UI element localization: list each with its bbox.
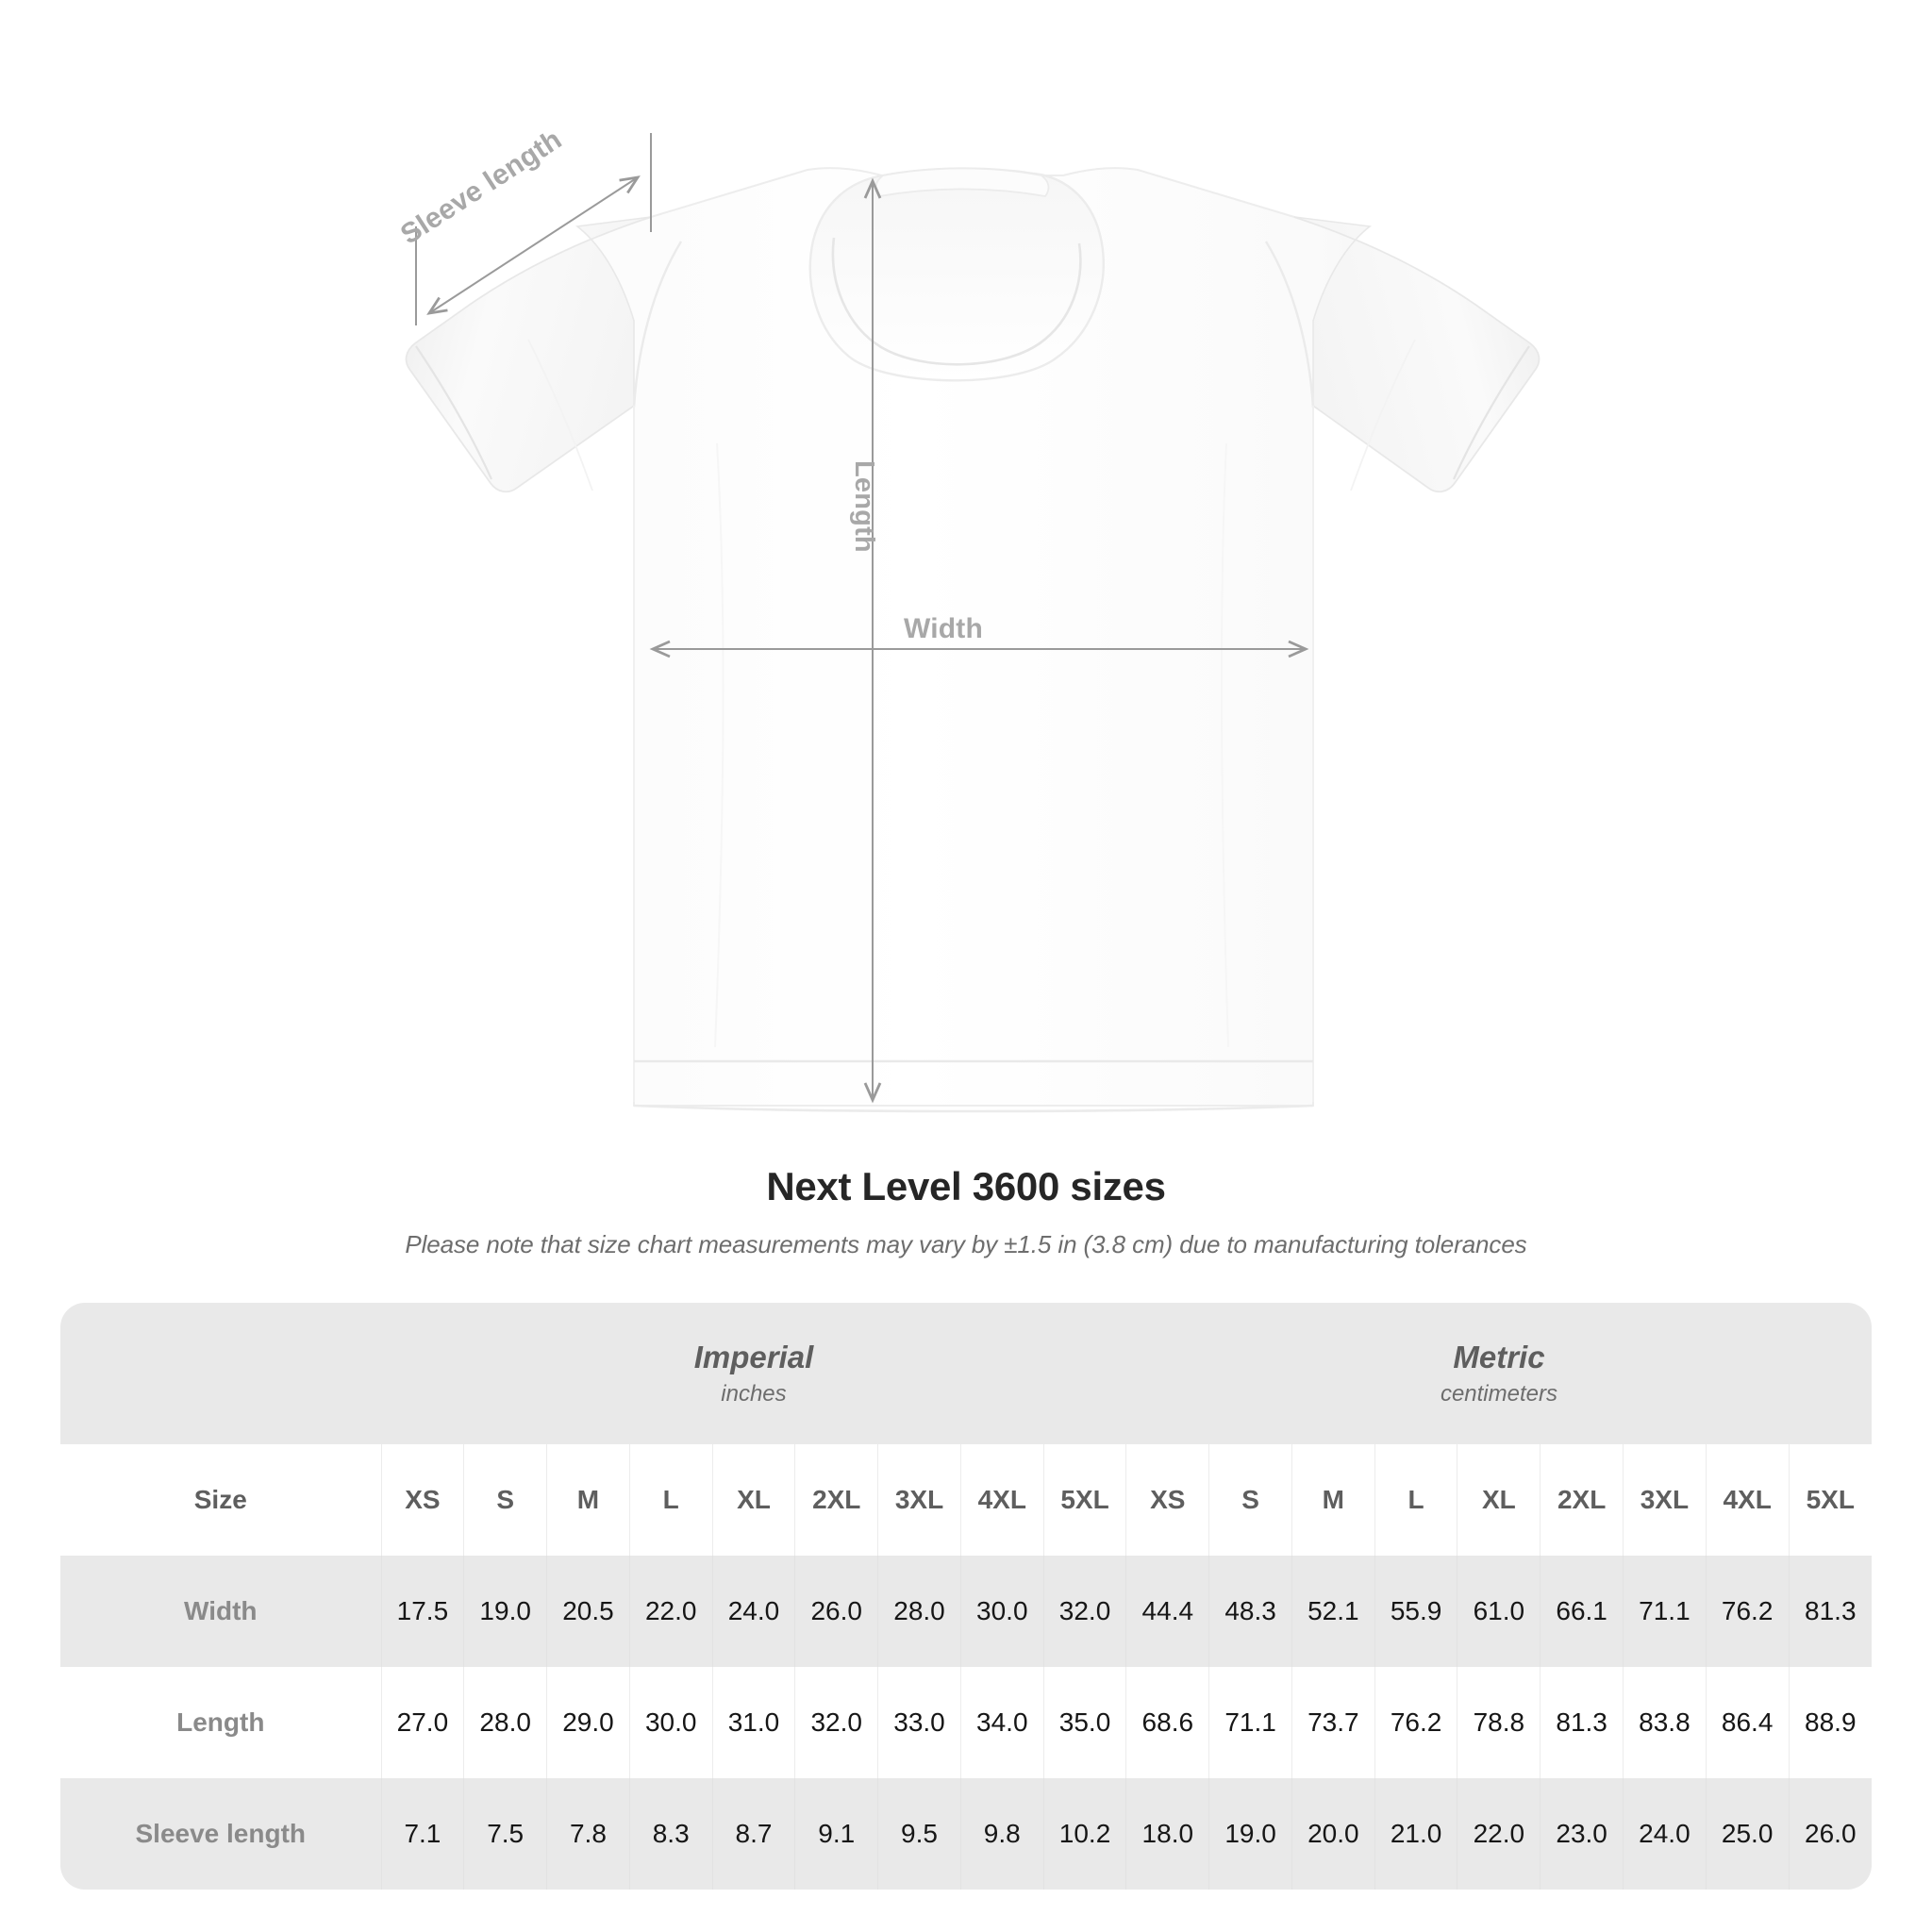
size-column-header[interactable]: XL	[711, 1444, 795, 1556]
measurement-value: 7.5	[463, 1778, 547, 1890]
size-column-header[interactable]: S	[463, 1444, 547, 1556]
measurement-value: 55.9	[1374, 1556, 1457, 1667]
measurement-value: 32.0	[794, 1667, 878, 1778]
unit-group-imperial: Imperial inches	[381, 1303, 1126, 1444]
size-column-header[interactable]: M	[1291, 1444, 1375, 1556]
page-subtitle: Please note that size chart measurements…	[405, 1230, 1527, 1258]
table-row: Sleeve length 7.1 7.5 7.8 8.3 8.7 9.1 9.5 9.8 10.…	[60, 1778, 1872, 1890]
size-header-row: Size XS S M L XL 2XL 3XL 4XL 5XL XS S M L XL 2XL 3XL 4XL 5…	[60, 1444, 1872, 1556]
table-row: Width 17.5 19.0 20.5 22.0 24.0 26.0 28.0 30.0 32.…	[60, 1556, 1872, 1667]
sleeve-length-dimension	[415, 133, 652, 325]
size-column-header[interactable]: S	[1208, 1444, 1292, 1556]
measurement-value: 23.0	[1540, 1778, 1624, 1890]
shirt-body-shape	[405, 167, 1541, 1113]
measurement-value: 76.2	[1374, 1667, 1457, 1778]
unit-group-name: Imperial	[693, 1340, 814, 1375]
measurement-value: 81.3	[1540, 1667, 1624, 1778]
measurement-row-label: Sleeve length	[60, 1778, 382, 1890]
measurement-value: 20.0	[1291, 1778, 1375, 1890]
size-column-header[interactable]: L	[628, 1444, 713, 1556]
width-label: Width	[904, 613, 984, 644]
measurement-value: 9.8	[959, 1778, 1044, 1890]
measurement-value: 28.0	[877, 1556, 961, 1667]
unit-row-spacer	[60, 1303, 382, 1444]
measurement-value: 83.8	[1623, 1667, 1707, 1778]
size-column-header[interactable]: 2XL	[1540, 1444, 1624, 1556]
measurement-value: 48.3	[1208, 1556, 1292, 1667]
unit-group-sub: inches	[721, 1380, 787, 1407]
measurement-value: 71.1	[1623, 1556, 1707, 1667]
measurement-value: 61.0	[1457, 1556, 1541, 1667]
measurement-value: 27.0	[380, 1667, 464, 1778]
size-column-header[interactable]: M	[546, 1444, 630, 1556]
size-chart-table-wrap: Imperial inches Metric centimeters Size XS S M L…	[60, 1303, 1872, 1890]
measurement-value: 21.0	[1374, 1778, 1457, 1890]
measurement-value: 20.5	[546, 1556, 630, 1667]
measurement-value: 71.1	[1208, 1667, 1292, 1778]
measurement-value: 31.0	[711, 1667, 795, 1778]
measurement-value: 52.1	[1291, 1556, 1375, 1667]
measurement-value: 88.9	[1788, 1667, 1872, 1778]
measurement-value: 28.0	[463, 1667, 547, 1778]
size-header-label: Size	[60, 1444, 382, 1556]
measurement-value: 30.0	[959, 1556, 1044, 1667]
title-block: Next Level 3600 sizes Please note that s…	[0, 1164, 1932, 1259]
measurement-value: 73.7	[1291, 1667, 1375, 1778]
size-column-header[interactable]: 3XL	[1623, 1444, 1707, 1556]
measurement-row-label: Length	[60, 1667, 382, 1778]
unit-group-row: Imperial inches Metric centimeters	[60, 1303, 1872, 1444]
measurement-value: 44.4	[1125, 1556, 1209, 1667]
measurement-value: 33.0	[877, 1667, 961, 1778]
measurement-value: 19.0	[1208, 1778, 1292, 1890]
size-column-header[interactable]: 5XL	[1788, 1444, 1872, 1556]
measurement-value: 78.8	[1457, 1667, 1541, 1778]
measurement-value: 8.3	[628, 1778, 713, 1890]
measurement-value: 35.0	[1042, 1667, 1126, 1778]
measurement-value: 8.7	[711, 1778, 795, 1890]
size-column-header[interactable]: XS	[1125, 1444, 1209, 1556]
size-chart-table: Imperial inches Metric centimeters Size XS S M L…	[60, 1303, 1872, 1890]
length-label: Length	[849, 460, 879, 553]
measurement-value: 18.0	[1125, 1778, 1209, 1890]
size-column-header[interactable]: 2XL	[794, 1444, 878, 1556]
measurement-value: 34.0	[959, 1667, 1044, 1778]
measurement-value: 29.0	[546, 1667, 630, 1778]
measurement-value: 86.4	[1705, 1667, 1790, 1778]
measurement-value: 30.0	[628, 1667, 713, 1778]
unit-group-sub: centimeters	[1440, 1380, 1557, 1407]
measurement-value: 26.0	[1788, 1778, 1872, 1890]
table-row: Length 27.0 28.0 29.0 30.0 31.0 32.0 33.0 34.0 35…	[60, 1667, 1872, 1778]
measurement-value: 17.5	[380, 1556, 464, 1667]
page-title: Next Level 3600 sizes	[766, 1164, 1166, 1208]
measurement-value: 10.2	[1042, 1778, 1126, 1890]
measurement-value: 7.1	[380, 1778, 464, 1890]
measurement-value: 22.0	[1457, 1778, 1541, 1890]
size-column-header[interactable]: L	[1374, 1444, 1457, 1556]
measurement-value: 76.2	[1705, 1556, 1790, 1667]
measurement-value: 9.5	[877, 1778, 961, 1890]
measurement-value: 24.0	[1623, 1778, 1707, 1890]
measurement-value: 81.3	[1788, 1556, 1872, 1667]
size-column-header[interactable]: 4XL	[959, 1444, 1044, 1556]
measurement-value: 66.1	[1540, 1556, 1624, 1667]
measurement-row-label: Width	[60, 1556, 382, 1667]
measurement-value: 25.0	[1705, 1778, 1790, 1890]
measurement-value: 32.0	[1042, 1556, 1126, 1667]
measurement-value: 22.0	[628, 1556, 713, 1667]
size-column-header[interactable]: 5XL	[1042, 1444, 1126, 1556]
measurement-value: 26.0	[794, 1556, 878, 1667]
unit-group-name: Metric	[1453, 1340, 1545, 1375]
size-column-header[interactable]: 3XL	[877, 1444, 961, 1556]
measurement-value: 7.8	[546, 1778, 630, 1890]
measurement-value: 24.0	[711, 1556, 795, 1667]
size-column-header[interactable]: 4XL	[1705, 1444, 1790, 1556]
tshirt-illustration	[405, 133, 1541, 1113]
size-column-header[interactable]: XS	[380, 1444, 464, 1556]
size-column-header[interactable]: XL	[1457, 1444, 1541, 1556]
unit-group-metric: Metric centimeters	[1125, 1303, 1872, 1444]
measurement-value: 19.0	[463, 1556, 547, 1667]
measurement-value: 68.6	[1125, 1667, 1209, 1778]
tshirt-diagram: Sleeve length Length Width	[395, 124, 1541, 1113]
measurement-value: 9.1	[794, 1778, 878, 1890]
